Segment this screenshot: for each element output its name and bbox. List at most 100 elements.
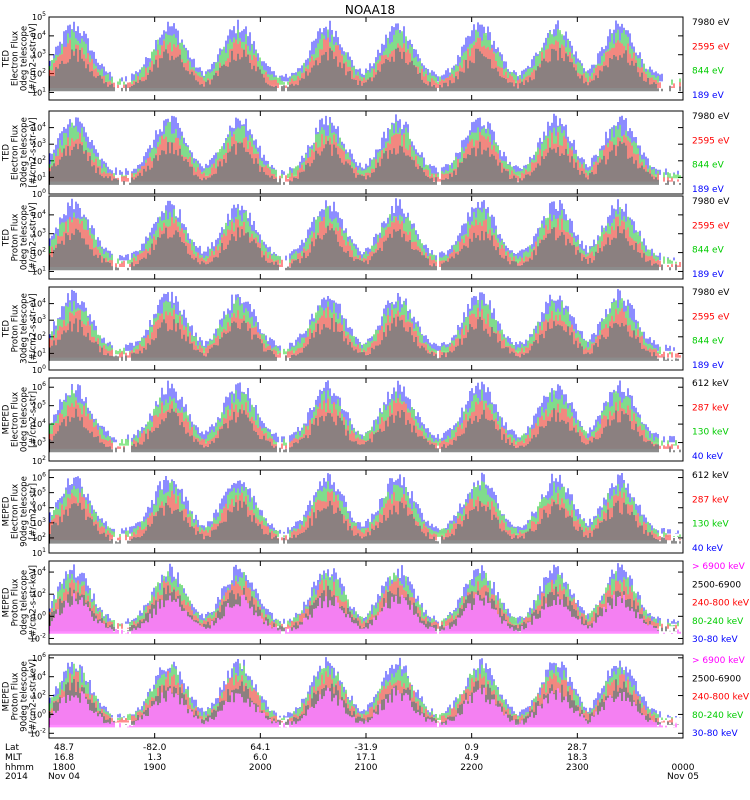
- x-tick-label: 48.7: [54, 743, 74, 753]
- legend-entry: 612 keV: [692, 379, 729, 389]
- legend-entry: 844 eV: [692, 67, 725, 77]
- series-trace: [49, 225, 677, 271]
- x-row-label: Lat: [5, 743, 20, 753]
- y-tick-label: 103: [32, 437, 46, 448]
- x-tick-label: 1800: [53, 763, 76, 773]
- y-tick-label: 102: [32, 247, 46, 258]
- legend-entry: 40 keV: [692, 544, 724, 554]
- x-tick-label: 1900: [143, 763, 166, 773]
- series-trace: [49, 408, 681, 453]
- x-tick-label: 2100: [355, 763, 378, 773]
- legend-entry: 189 eV: [692, 270, 725, 280]
- legend-entry: 240-800 keV: [692, 599, 750, 609]
- legend-entry: 844 eV: [692, 337, 725, 347]
- y-tick-label: 101: [32, 265, 46, 276]
- legend-entry: 2595 eV: [692, 312, 730, 322]
- legend-entry: 30-80 keV: [692, 729, 738, 739]
- x-tick-label: Nov 04: [48, 772, 80, 782]
- y-tick-label: 104: [32, 502, 46, 513]
- legend-entry: 287 keV: [692, 403, 729, 413]
- y-tick-label: 104: [32, 298, 46, 309]
- x-tick-label: 0.9: [465, 743, 480, 753]
- y-axis-label: TEDProton Flux30deg telescope[#/cm2-s-st…: [2, 293, 39, 364]
- y-tick-label: 103: [32, 517, 46, 528]
- x-tick-label: -31.9: [354, 743, 378, 753]
- x-tick-label: -82.0: [143, 743, 167, 753]
- legend-entry: 7980 eV: [692, 288, 730, 298]
- x-tick-label: Nov 05: [667, 772, 699, 782]
- legend-entry: 2595 eV: [692, 42, 730, 52]
- x-tick-label: 1.3: [148, 753, 162, 763]
- y-tick-label: 102: [32, 690, 46, 701]
- y-tick-label: 102: [32, 588, 46, 599]
- y-tick-label: 105: [32, 400, 46, 411]
- x-tick-label: 17.1: [356, 753, 376, 763]
- legend-entry: 612 keV: [692, 471, 729, 481]
- x-row-label: MLT: [5, 753, 23, 763]
- y-tick-label: 104: [32, 418, 46, 429]
- y-axis-label: MEPEDProton Flux0deg telescope[#/cm2-s-s…: [2, 565, 39, 640]
- y-tick-label: 105: [32, 11, 46, 22]
- legend-entry: 7980 eV: [692, 197, 730, 207]
- series-trace: [49, 47, 681, 92]
- y-tick-label: 10-2: [30, 727, 46, 738]
- x-tick-label: 28.7: [567, 743, 587, 753]
- x-row-label: hhmm: [5, 763, 34, 773]
- y-tick-label: 100: [32, 188, 46, 199]
- x-tick-label: 2000: [249, 763, 272, 773]
- y-tick-label: 101: [32, 347, 46, 358]
- series-trace: [49, 316, 679, 361]
- legend-entry: 189 eV: [692, 91, 725, 101]
- legend-entry: 844 eV: [692, 161, 725, 171]
- y-tick-label: 103: [32, 314, 46, 325]
- legend-entry: > 6900 keV: [692, 656, 746, 666]
- y-tick-label: 104: [32, 671, 46, 682]
- y-tick-label: 100: [32, 708, 46, 719]
- y-tick-label: 106: [32, 472, 46, 483]
- y-tick-label: 104: [32, 566, 46, 577]
- x-tick-label: 16.8: [54, 753, 74, 763]
- y-tick-label: 102: [32, 532, 46, 543]
- series-trace: [49, 500, 681, 544]
- legend-entry: 2595 eV: [692, 136, 730, 146]
- series-trace: [49, 140, 681, 185]
- legend-entry: 130 keV: [692, 428, 729, 438]
- x-tick-label: 0000: [672, 763, 695, 773]
- legend-entry: 7980 eV: [692, 18, 730, 28]
- x-row-label: 2014: [5, 772, 28, 782]
- y-tick-label: 102: [32, 68, 46, 79]
- chart-title: NOAA18: [345, 3, 395, 17]
- x-tick-label: 2300: [566, 763, 589, 773]
- legend-entry: 80-240 keV: [692, 617, 744, 627]
- y-tick-label: 102: [32, 155, 46, 166]
- y-tick-label: 103: [32, 228, 46, 239]
- y-tick-label: 10-2: [30, 632, 46, 643]
- legend-entry: 844 eV: [692, 246, 725, 256]
- series-trace: [49, 593, 681, 634]
- y-tick-label: 101: [32, 547, 46, 558]
- legend-entry: 189 eV: [692, 185, 725, 195]
- y-tick-label: 106: [32, 652, 46, 663]
- y-tick-label: 104: [32, 122, 46, 133]
- legend-entry: 40 keV: [692, 452, 724, 462]
- x-tick-label: 64.1: [250, 743, 270, 753]
- y-tick-label: 103: [32, 138, 46, 149]
- legend-entry: 2500-6900: [692, 580, 741, 590]
- y-axis-label: MEPEDElectron Flux90deg telescope[#/cm2-…: [2, 476, 39, 547]
- legend-entry: 7980 eV: [692, 112, 730, 122]
- y-tick-label: 105: [32, 487, 46, 498]
- y-axis-label: TEDElectron Flux0deg telescope[#/cm2-s-s…: [2, 23, 39, 93]
- legend-entry: 30-80 keV: [692, 635, 738, 645]
- legend-entry: 130 keV: [692, 520, 729, 530]
- y-tick-label: 102: [32, 455, 46, 466]
- y-tick-label: 104: [32, 209, 46, 220]
- x-tick-label: 18.3: [567, 753, 587, 763]
- y-tick-label: 101: [32, 171, 46, 182]
- y-axis-label: TEDElectron Flux30deg telescope[#/cm2-s-…: [2, 117, 39, 188]
- y-tick-label: 103: [32, 49, 46, 60]
